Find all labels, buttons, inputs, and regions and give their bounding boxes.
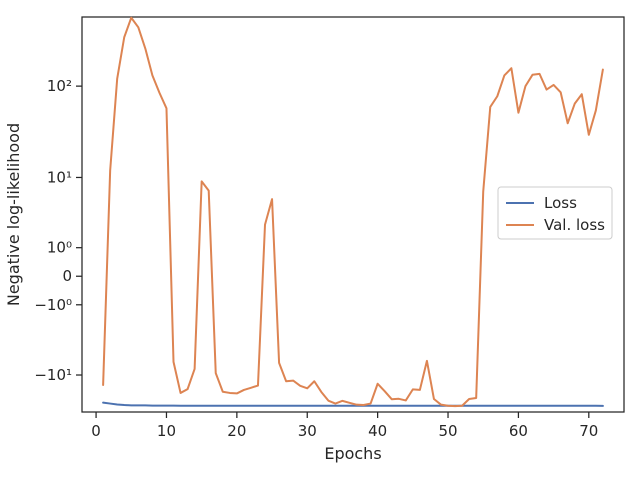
legend-entry: Loss bbox=[544, 194, 577, 212]
x-tick-label: 30 bbox=[298, 422, 317, 440]
y-tick-label: 10¹ bbox=[47, 168, 72, 186]
x-tick-label: 40 bbox=[368, 422, 387, 440]
x-axis: 0 10 20 30 40 50 60 70 bbox=[91, 412, 598, 440]
legend: Loss Val. loss bbox=[497, 186, 613, 240]
axes-border bbox=[81, 16, 625, 413]
y-tick-label: 0 bbox=[62, 267, 72, 285]
plot-lines bbox=[102, 16, 604, 408]
legend-entry: Val. loss bbox=[544, 216, 605, 234]
x-tick-label: 60 bbox=[509, 422, 528, 440]
y-axis-label: Negative log-likelihood bbox=[4, 123, 23, 306]
y-tick-label: −10⁰ bbox=[34, 296, 72, 314]
y-axis: −10¹ −10⁰ 0 10⁰ 10¹ 10² bbox=[34, 77, 82, 384]
x-tick-label: 0 bbox=[91, 422, 101, 440]
axes-frame bbox=[81, 16, 625, 413]
x-axis-label: Epochs bbox=[324, 444, 381, 463]
x-tick-label: 10 bbox=[157, 422, 176, 440]
y-tick-label: −10¹ bbox=[34, 366, 72, 384]
series-line-loss bbox=[102, 401, 604, 407]
x-tick-label: 50 bbox=[438, 422, 457, 440]
series-line-val-loss bbox=[102, 16, 604, 408]
x-tick-label: 20 bbox=[227, 422, 246, 440]
y-tick-label: 10² bbox=[47, 77, 72, 95]
x-tick-label: 70 bbox=[579, 422, 598, 440]
y-tick-label: 10⁰ bbox=[47, 239, 72, 257]
